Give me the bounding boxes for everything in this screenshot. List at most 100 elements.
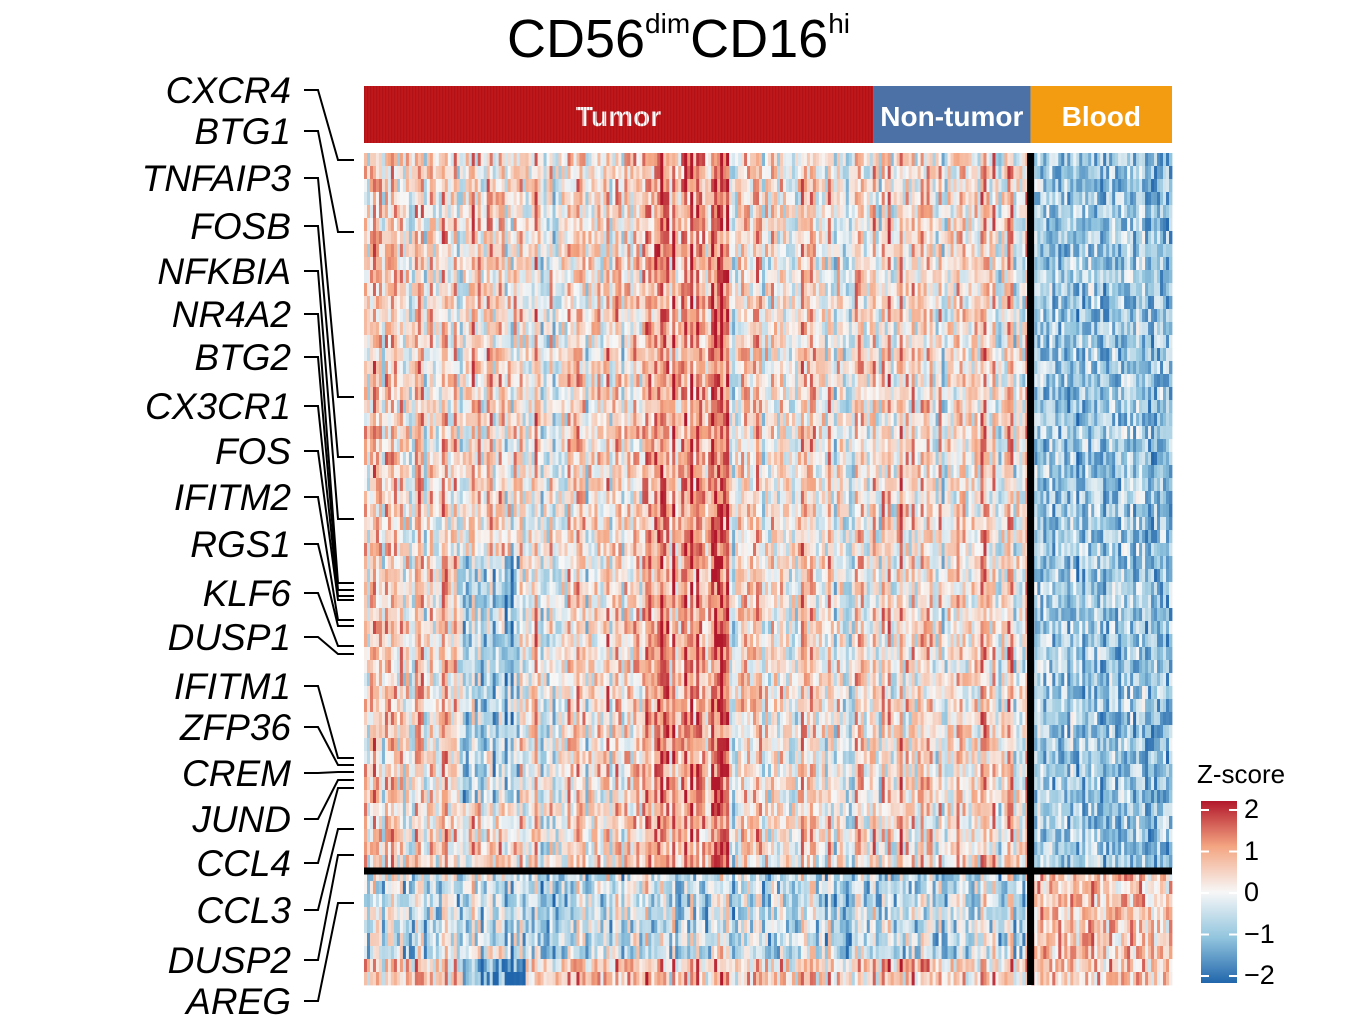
heatmap-cell: [450, 153, 455, 167]
heatmap-cell: [591, 361, 595, 375]
heatmap-cell: [531, 257, 535, 271]
heatmap-cell: [489, 855, 494, 869]
heatmap-cell: [384, 491, 389, 505]
heatmap-cell: [417, 387, 422, 401]
heatmap-cell: [435, 699, 440, 713]
heatmap-cell: [426, 673, 431, 687]
heatmap-cell: [561, 686, 565, 700]
heatmap-cell: [387, 595, 392, 609]
heatmap-cell: [486, 647, 491, 661]
heatmap-cell: [435, 283, 440, 297]
heatmap-cell: [426, 478, 431, 492]
heatmap-cell: [525, 764, 529, 778]
heatmap-cell: [387, 920, 392, 934]
heatmap-cell: [480, 556, 485, 570]
heatmap-cell: [594, 361, 598, 375]
heatmap-cell: [426, 803, 431, 817]
heatmap-cell: [588, 946, 592, 960]
heatmap-cell: [462, 842, 467, 856]
heatmap-cell: [420, 218, 425, 232]
heatmap-cell: [483, 972, 488, 986]
heatmap-cell: [513, 413, 518, 427]
heatmap-cell: [459, 777, 464, 791]
heatmap-cell: [423, 400, 428, 414]
heatmap-cell: [465, 309, 470, 323]
heatmap-cell: [438, 179, 443, 193]
heatmap-cell: [510, 660, 515, 674]
heatmap-cell: [522, 569, 526, 583]
heatmap-cell: [576, 842, 580, 856]
heatmap-cell: [456, 686, 461, 700]
heatmap-cell: [444, 205, 449, 219]
heatmap-cell: [390, 764, 395, 778]
heatmap-cell: [426, 712, 431, 726]
heatmap-cell: [477, 530, 482, 544]
heatmap-cell: [432, 699, 437, 713]
heatmap-cell: [483, 556, 488, 570]
heatmap-cell: [576, 946, 580, 960]
heatmap-cell: [591, 608, 595, 622]
heatmap-cell: [432, 725, 437, 739]
heatmap-cell: [582, 920, 586, 934]
heatmap-cell: [393, 842, 398, 856]
heatmap-cell: [477, 556, 482, 570]
heatmap-cell: [540, 673, 544, 687]
heatmap-cell: [378, 569, 383, 583]
heatmap-cell: [588, 465, 592, 479]
heatmap-cell: [516, 218, 521, 232]
heatmap-cell: [414, 725, 419, 739]
heatmap-cell: [573, 491, 577, 505]
heatmap-cell: [588, 556, 592, 570]
heatmap-cell: [579, 426, 583, 440]
heatmap-cell: [594, 517, 598, 531]
heatmap-cell: [483, 842, 488, 856]
heatmap-cell: [420, 764, 425, 778]
heatmap-cell: [588, 387, 592, 401]
heatmap-cell: [369, 907, 374, 921]
heatmap-cell: [489, 959, 494, 973]
heatmap-cell: [459, 244, 464, 258]
heatmap-cell: [366, 634, 371, 648]
heatmap-cell: [405, 868, 410, 882]
heatmap-cell: [426, 452, 431, 466]
heatmap-cell: [510, 244, 515, 258]
heatmap-cell: [489, 582, 494, 596]
heatmap-cell: [501, 452, 506, 466]
gene-label-areg: AREG: [186, 981, 291, 1022]
heatmap-cell: [582, 842, 586, 856]
heatmap-cell: [588, 231, 592, 245]
heatmap-cell: [369, 881, 374, 895]
heatmap-cell: [441, 179, 446, 193]
heatmap-cell: [510, 725, 515, 739]
heatmap-cell: [561, 946, 565, 960]
heatmap-cell: [486, 166, 491, 180]
heatmap-cell: [588, 205, 592, 219]
heatmap-cell: [582, 218, 586, 232]
heatmap-cell: [528, 556, 532, 570]
heatmap-cell: [543, 777, 547, 791]
heatmap-cell: [561, 387, 565, 401]
heatmap-cell: [411, 868, 416, 882]
heatmap-cell: [441, 296, 446, 310]
heatmap-cell: [420, 647, 425, 661]
heatmap-cell: [372, 868, 377, 882]
heatmap-cell: [366, 153, 371, 167]
heatmap-cell: [474, 491, 479, 505]
heatmap-cell: [477, 296, 482, 310]
heatmap-cell: [510, 205, 515, 219]
heatmap-cell: [579, 946, 583, 960]
heatmap-cell: [498, 972, 503, 986]
heatmap-cell: [519, 465, 523, 479]
heatmap-cell: [525, 543, 529, 557]
heatmap-cell: [531, 270, 535, 284]
heatmap-cell: [372, 231, 377, 245]
heatmap-cell: [510, 881, 515, 895]
heatmap-cell: [450, 660, 455, 674]
heatmap-cell: [390, 244, 395, 258]
heatmap-cell: [417, 751, 422, 765]
heatmap-cell: [576, 907, 580, 921]
heatmap-cell: [435, 426, 440, 440]
heatmap-cell: [483, 634, 488, 648]
heatmap-cell: [462, 400, 467, 414]
heatmap-cell: [507, 803, 512, 817]
